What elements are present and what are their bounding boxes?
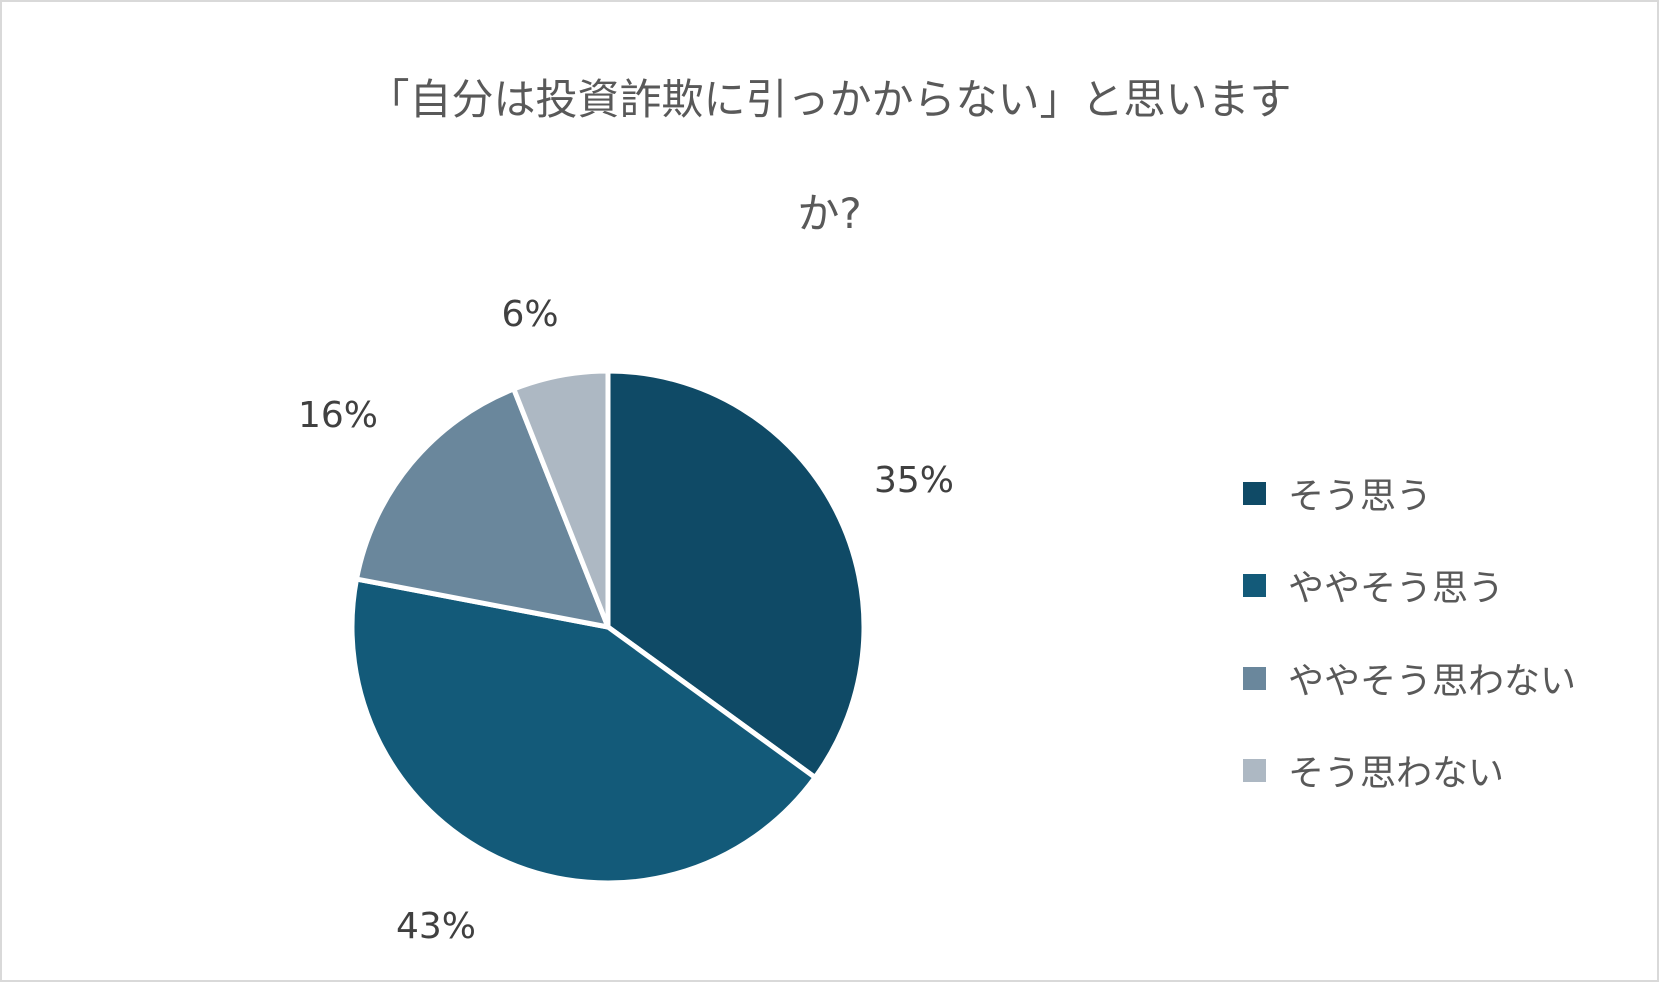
data-label: 43% bbox=[396, 906, 476, 947]
pie-slice-4 bbox=[511, 368, 611, 630]
chart-title-line-1: 「自分は投資詐欺に引っかからない」と思います bbox=[367, 75, 1292, 124]
legend-swatch bbox=[1243, 573, 1266, 597]
legend-swatch bbox=[1243, 481, 1266, 505]
legend-swatch bbox=[1243, 758, 1266, 782]
data-label: 16% bbox=[298, 395, 378, 436]
legend-swatch bbox=[1243, 666, 1266, 690]
chart-title-line-2: か? bbox=[797, 189, 862, 238]
legend-label: ややそう思わない bbox=[1288, 661, 1577, 702]
pie-slice-3 bbox=[354, 386, 611, 630]
pie-slice-2 bbox=[349, 576, 818, 886]
data-label: 6% bbox=[501, 294, 558, 335]
legend-label: そう思わない bbox=[1288, 753, 1505, 794]
legend-item: そう思う bbox=[1243, 467, 1432, 519]
legend-label: そう思う bbox=[1288, 476, 1433, 517]
data-label: 35% bbox=[874, 460, 954, 501]
legend-item: ややそう思う bbox=[1243, 559, 1504, 611]
legend-item: ややそう思わない bbox=[1243, 652, 1576, 704]
legend-item: そう思わない bbox=[1243, 744, 1504, 796]
legend-label: ややそう思う bbox=[1288, 568, 1505, 609]
pie-slice-1 bbox=[605, 368, 867, 780]
